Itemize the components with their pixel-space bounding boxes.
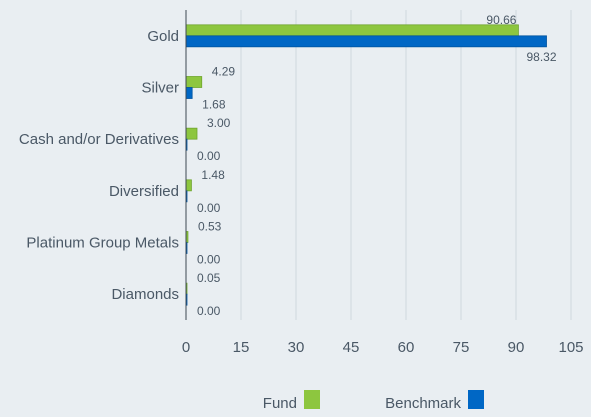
x-tick-label: 75 [453, 339, 470, 356]
category-label: Diamonds [111, 286, 179, 303]
x-tick-label: 15 [233, 339, 250, 356]
grid-lines [240, 10, 572, 320]
bars [185, 24, 547, 306]
fund-data-label: 1.48 [201, 168, 225, 182]
x-tick-label: 30 [288, 339, 305, 356]
fund-data-label: 90.66 [486, 13, 516, 27]
legend-fund-label: Fund [263, 395, 297, 412]
fund-bar [185, 127, 198, 140]
fund-bar [185, 24, 519, 37]
benchmark-data-label: 0.00 [197, 304, 221, 318]
fund-bar [185, 76, 203, 88]
x-tick-label: 45 [343, 339, 360, 356]
fund-data-label: 0.53 [198, 220, 222, 234]
category-label: Silver [141, 80, 179, 97]
legend-benchmark-label: Benchmark [385, 395, 461, 412]
legend: Fund Benchmark [263, 390, 484, 412]
category-label: Cash and/or Derivatives [19, 131, 179, 148]
x-tick-label: 90 [508, 339, 525, 356]
benchmark-data-label: 0.00 [197, 149, 221, 163]
benchmark-bar [185, 87, 193, 99]
fund-data-label: 4.29 [212, 65, 236, 79]
benchmark-data-label: 0.00 [197, 253, 221, 267]
x-tick-labels: 0 15 30 45 60 75 90 105 [182, 339, 584, 356]
legend-benchmark-swatch [468, 390, 484, 409]
data-labels: 90.66 98.32 4.29 1.68 3.00 0.00 1.48 0.00 0.53 0.… [197, 13, 557, 318]
x-tick-label: 0 [182, 339, 190, 356]
benchmark-data-label: 1.68 [202, 98, 226, 112]
x-tick-label: 60 [398, 339, 415, 356]
category-label: Gold [147, 28, 179, 45]
category-label: Platinum Group Metals [26, 235, 179, 252]
category-label: Diversified [109, 183, 179, 200]
x-tick-label: 105 [558, 339, 583, 356]
category-labels: Gold Silver Cash and/or Derivatives Diversi… [19, 28, 179, 303]
benchmark-data-label: 0.00 [197, 201, 221, 215]
benchmark-data-label: 98.32 [527, 50, 557, 64]
fund-bar [185, 179, 192, 192]
fund-data-label: 0.05 [197, 271, 221, 285]
legend-fund-swatch [304, 390, 320, 409]
fund-data-label: 3.00 [207, 116, 231, 130]
benchmark-bar [185, 35, 547, 48]
